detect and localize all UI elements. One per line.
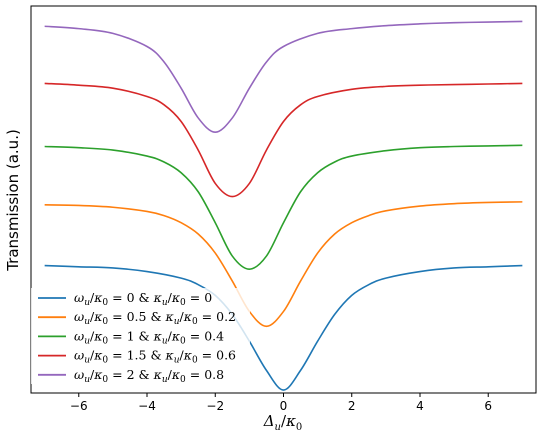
x-tick-label: 4 [416, 399, 424, 413]
legend-label-1: ωu/κ0 = 0 & κu/κ0 = 0 [74, 290, 212, 308]
x-ticks: −6 −4 −2 0 2 4 6 [70, 393, 492, 413]
plot-frame [30, 5, 537, 394]
x-tick-label: −2 [206, 399, 224, 413]
x-tick-label: 6 [484, 399, 492, 413]
x-tick-label: −4 [138, 399, 156, 413]
series-line-4 [44, 82, 523, 198]
legend-box [31, 288, 250, 384]
legend: ωu/κ0 = 0 & κu/κ0 = 0ωu/κ0 = 0.5 & κu/κ0… [31, 288, 250, 385]
y-axis-label: Transmission (a.u.) [4, 129, 22, 272]
x-axis-label: Δu/κ0 [263, 412, 303, 433]
legend-label-4: ωu/κ0 = 1.5 & κu/κ0 = 0.6 [74, 348, 236, 366]
x-tick-label: 0 [280, 399, 288, 413]
legend-label-3: ωu/κ0 = 1 & κu/κ0 = 0.4 [74, 328, 224, 346]
series-line-5 [44, 20, 523, 134]
plot-lines [44, 20, 523, 391]
series-line-3 [44, 144, 523, 270]
legend-label-2: ωu/κ0 = 0.5 & κu/κ0 = 0.2 [74, 309, 236, 327]
legend-label-5: ωu/κ0 = 2 & κu/κ0 = 0.8 [74, 367, 224, 385]
x-tick-label: 2 [348, 399, 356, 413]
x-tick-label: −6 [70, 399, 88, 413]
series-line-2 [44, 201, 523, 328]
series-line-1 [44, 264, 523, 391]
